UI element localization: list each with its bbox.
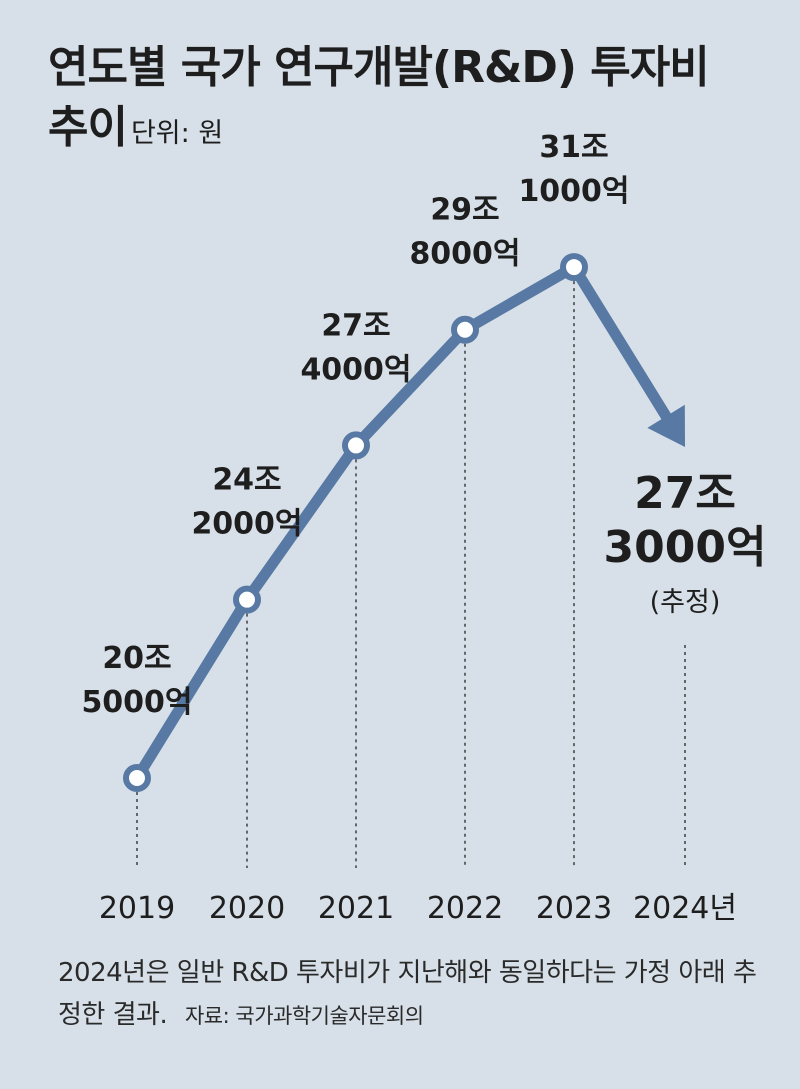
x-tick-label: 2024년 [633, 891, 737, 926]
data-label-bottom: 1000억 [518, 174, 629, 209]
footnote-text: 2024년은 일반 R&D 투자비가 지난해와 동일하다는 가정 아래 추정한 … [58, 958, 757, 1030]
estimate-note: (추정) [650, 587, 721, 618]
data-point [451, 315, 479, 344]
projection-arrowhead [647, 404, 685, 447]
title-line-1: 연도별 국가 연구개발(R&D) 투자비 [48, 42, 710, 93]
chart-title: 연도별 국가 연구개발(R&D) 투자비 추이 단위: 원 [48, 38, 778, 164]
x-tick-label: 2021 [318, 891, 394, 926]
point-markers [123, 253, 588, 792]
data-label-bottom: 5000억 [81, 685, 192, 720]
data-label-top: 24조 [212, 463, 281, 498]
data-label-top: 20조 [102, 641, 171, 676]
guide-lines [136, 281, 686, 868]
projection-line [568, 261, 673, 424]
title-line-2: 추이 [48, 102, 128, 153]
data-point [560, 253, 588, 282]
data-label-top: 31조 [539, 130, 608, 165]
unit-label: 단위: 원 [130, 118, 224, 149]
data-point [123, 764, 151, 792]
x-axis-ticks: 2019 2020 2021 2022 2023 2024년 [99, 891, 737, 926]
footnote: 2024년은 일반 R&D 투자비가 지난해와 동일하다는 가정 아래 추정한 … [58, 952, 778, 1037]
estimate-label-bottom: 3000억 [604, 522, 767, 573]
data-label-bottom: 8000억 [409, 237, 520, 272]
data-label-top: 27조 [321, 308, 390, 343]
data-point [342, 431, 370, 460]
x-tick-label: 2023 [536, 891, 612, 926]
x-tick-label: 2022 [427, 891, 503, 926]
data-label-top: 29조 [430, 193, 499, 228]
estimate-label-top: 27조 [634, 468, 736, 519]
data-point [233, 585, 261, 614]
data-label-bottom: 2000억 [191, 507, 302, 542]
x-tick-label: 2020 [209, 891, 285, 926]
line-chart: 20조 5000억 24조 2000억 27조 4000억 29조 8000억 31조 1000억… [81, 130, 766, 926]
data-label-bottom: 4000억 [300, 352, 411, 387]
data-labels: 20조 5000억 24조 2000억 27조 4000억 29조 8000억 31조 1000억… [81, 130, 766, 720]
source-credit: 자료: 국가과학기술자문회의 [184, 1004, 424, 1028]
x-tick-label: 2019 [99, 891, 175, 926]
